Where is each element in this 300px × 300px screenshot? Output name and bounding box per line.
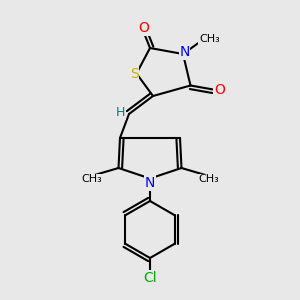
Text: O: O xyxy=(214,83,225,97)
Text: CH₃: CH₃ xyxy=(198,174,219,184)
Text: Cl: Cl xyxy=(143,271,157,284)
Text: CH₃: CH₃ xyxy=(199,34,220,44)
Text: H: H xyxy=(116,106,125,119)
Text: O: O xyxy=(138,22,149,35)
Text: N: N xyxy=(145,176,155,190)
Text: S: S xyxy=(130,67,139,80)
Text: N: N xyxy=(179,46,190,59)
Text: CH₃: CH₃ xyxy=(81,174,102,184)
